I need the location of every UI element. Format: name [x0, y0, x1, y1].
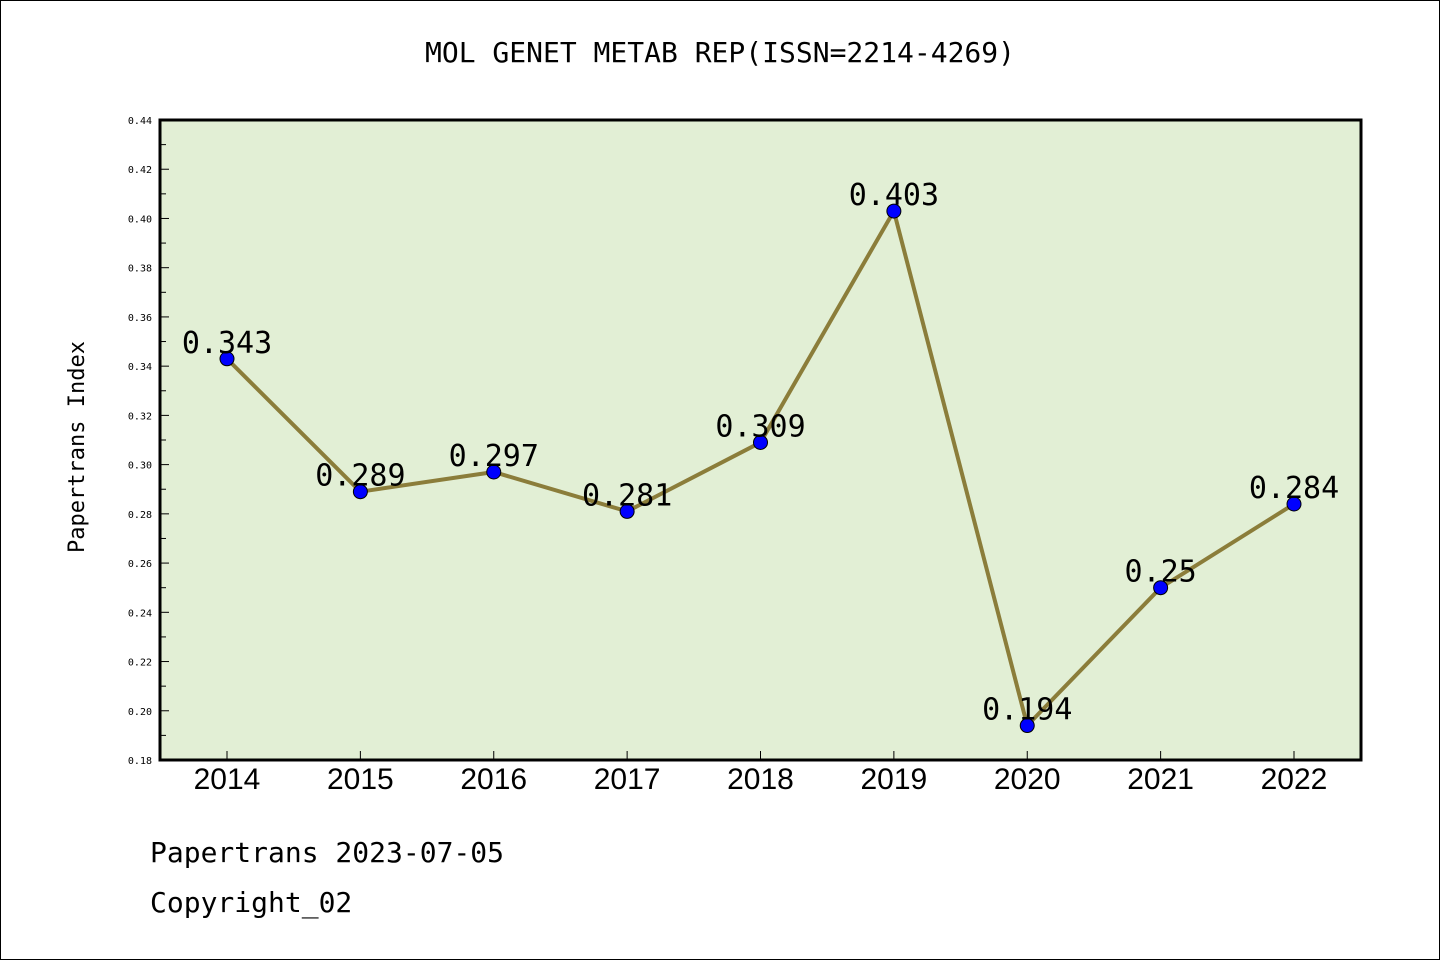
- data-point: [1286, 496, 1302, 512]
- data-label: 0.194: [982, 693, 1072, 728]
- x-axis: 2014 2015 2016 2017 2018 2019 2020 2021 2022: [194, 751, 1328, 796]
- x-tick-label: 2015: [327, 763, 394, 796]
- x-tick-label: 2017: [594, 763, 661, 796]
- y-tick-label: 0.26: [128, 559, 152, 570]
- data-point: [619, 503, 635, 519]
- x-tick-label: 2016: [460, 763, 527, 796]
- data-label: 0.289: [315, 459, 405, 494]
- y-tick-label: 0.28: [128, 510, 152, 521]
- x-tick-label: 2020: [994, 763, 1061, 796]
- y-axis-label: Papertrans Index: [65, 341, 90, 553]
- chart-title: MOL GENET METAB REP(ISSN=2214-4269): [424, 36, 1015, 69]
- y-tick-label: 0.32: [128, 411, 152, 422]
- data-label: 0.297: [449, 439, 539, 474]
- x-tick-label: 2022: [1261, 763, 1328, 796]
- y-axis: 0.18 0.20 0.22 0.24 0.26 0.28 0.30 0.32 0.34 0.36…: [128, 116, 169, 767]
- data-point: [1153, 580, 1169, 596]
- footer-date: Papertrans 2023-07-05: [150, 836, 505, 869]
- data-label: 0.403: [849, 178, 939, 213]
- x-tick-label: 2019: [861, 763, 928, 796]
- data-point: [486, 464, 502, 480]
- x-tick-label: 2021: [1127, 763, 1194, 796]
- x-tick-label: 2014: [194, 763, 261, 796]
- y-tick-label: 0.22: [128, 658, 152, 669]
- y-tick-label: 0.38: [128, 264, 152, 275]
- y-tick-label: 0.34: [128, 362, 152, 373]
- data-point: [753, 434, 768, 450]
- y-tick-label: 0.36: [128, 313, 152, 324]
- y-tick-label: 0.18: [128, 756, 152, 767]
- data-point: [219, 351, 235, 367]
- data-point: [352, 484, 368, 500]
- y-tick-label: 0.24: [128, 608, 152, 619]
- data-label: 0.25: [1125, 555, 1197, 590]
- x-tick-label: 2018: [727, 763, 794, 796]
- footer-copyright: Copyright_02: [150, 886, 353, 919]
- y-tick-label: 0.42: [128, 165, 152, 176]
- data-label: 0.284: [1249, 471, 1339, 506]
- series-group: [219, 203, 1302, 734]
- y-tick-label: 0.40: [128, 214, 152, 225]
- y-tick-label: 0.44: [128, 116, 152, 127]
- data-labels: 0.343 0.289 0.297 0.281 0.309 0.403 0.194 0.25 0…: [182, 178, 1339, 727]
- data-label: 0.281: [582, 478, 672, 513]
- y-tick-label: 0.20: [128, 707, 152, 718]
- data-label: 0.343: [182, 326, 272, 361]
- data-point: [886, 203, 902, 219]
- data-label: 0.309: [715, 409, 805, 444]
- y-tick-label: 0.30: [128, 461, 152, 472]
- data-point: [1019, 718, 1035, 734]
